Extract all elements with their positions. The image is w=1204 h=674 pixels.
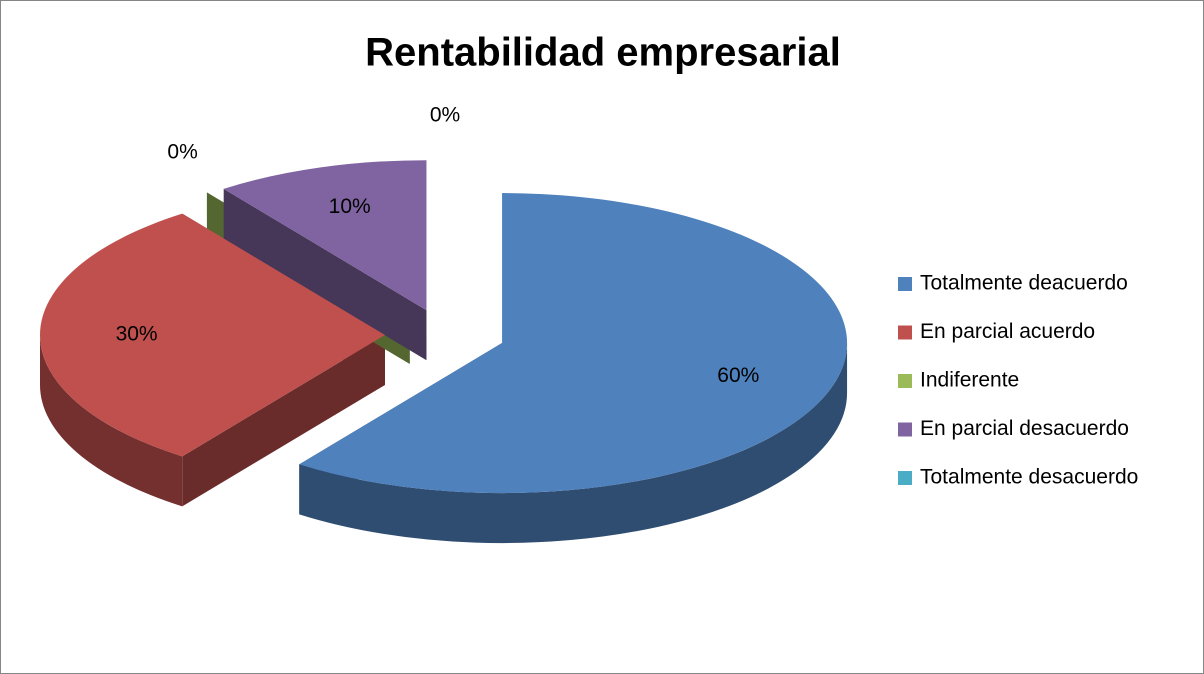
data-label: 60% bbox=[717, 364, 759, 387]
legend-swatch bbox=[898, 471, 912, 485]
chart-title: Rentabilidad empresarial bbox=[365, 31, 841, 75]
slice bbox=[206, 192, 410, 314]
data-label: 30% bbox=[116, 323, 158, 346]
legend-label: Totalmente deacuerdo bbox=[920, 272, 1128, 295]
slice-wall bbox=[40, 335, 183, 507]
legend-label: En parcial acuerdo bbox=[920, 320, 1095, 343]
data-label: 0% bbox=[430, 103, 460, 126]
data-label: 10% bbox=[329, 195, 371, 218]
legend-label: En parcial desacuerdo bbox=[920, 417, 1129, 440]
legend-swatch bbox=[898, 277, 912, 291]
legend-label: Totalmente desacuerdo bbox=[920, 466, 1138, 489]
slice bbox=[39, 213, 385, 457]
slice-wall bbox=[299, 343, 848, 544]
pie-tops bbox=[39, 160, 848, 494]
slice bbox=[223, 160, 427, 311]
slice-side bbox=[182, 335, 385, 507]
slice bbox=[299, 193, 848, 494]
legend-label: Indiferente bbox=[920, 369, 1019, 392]
data-label: 0% bbox=[167, 141, 197, 164]
legend-swatch bbox=[898, 374, 912, 388]
legend-swatch bbox=[898, 325, 912, 340]
legend-swatch bbox=[898, 422, 912, 437]
slice-side bbox=[223, 188, 427, 361]
